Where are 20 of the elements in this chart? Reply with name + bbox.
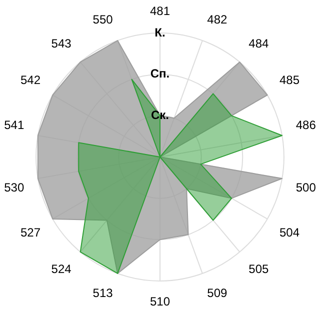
spoke-label: 542	[20, 73, 41, 88]
spoke-label: 543	[51, 36, 72, 50]
spoke-label: 510	[150, 294, 170, 308]
spoke-label: 530	[4, 180, 24, 194]
spoke-label: 500	[296, 180, 316, 194]
spoke-label: 485	[279, 73, 300, 88]
y-tick-label: К.	[154, 25, 166, 40]
spoke-label: 482	[207, 12, 228, 26]
spoke-label: 505	[248, 262, 270, 276]
y-tick-label: Сп.	[150, 66, 170, 81]
spoke-label: 527	[20, 225, 41, 240]
spoke-label: 504	[279, 225, 300, 240]
spoke-label: 513	[92, 286, 114, 300]
spoke-label: 481	[150, 4, 170, 18]
spoke-label: 509	[207, 286, 228, 300]
spoke-label: 486	[296, 118, 316, 132]
spoke-label: 541	[4, 118, 24, 132]
spoke-label: 524	[51, 262, 72, 276]
spoke-label: 484	[248, 36, 270, 50]
spoke-label: 550	[92, 12, 114, 26]
